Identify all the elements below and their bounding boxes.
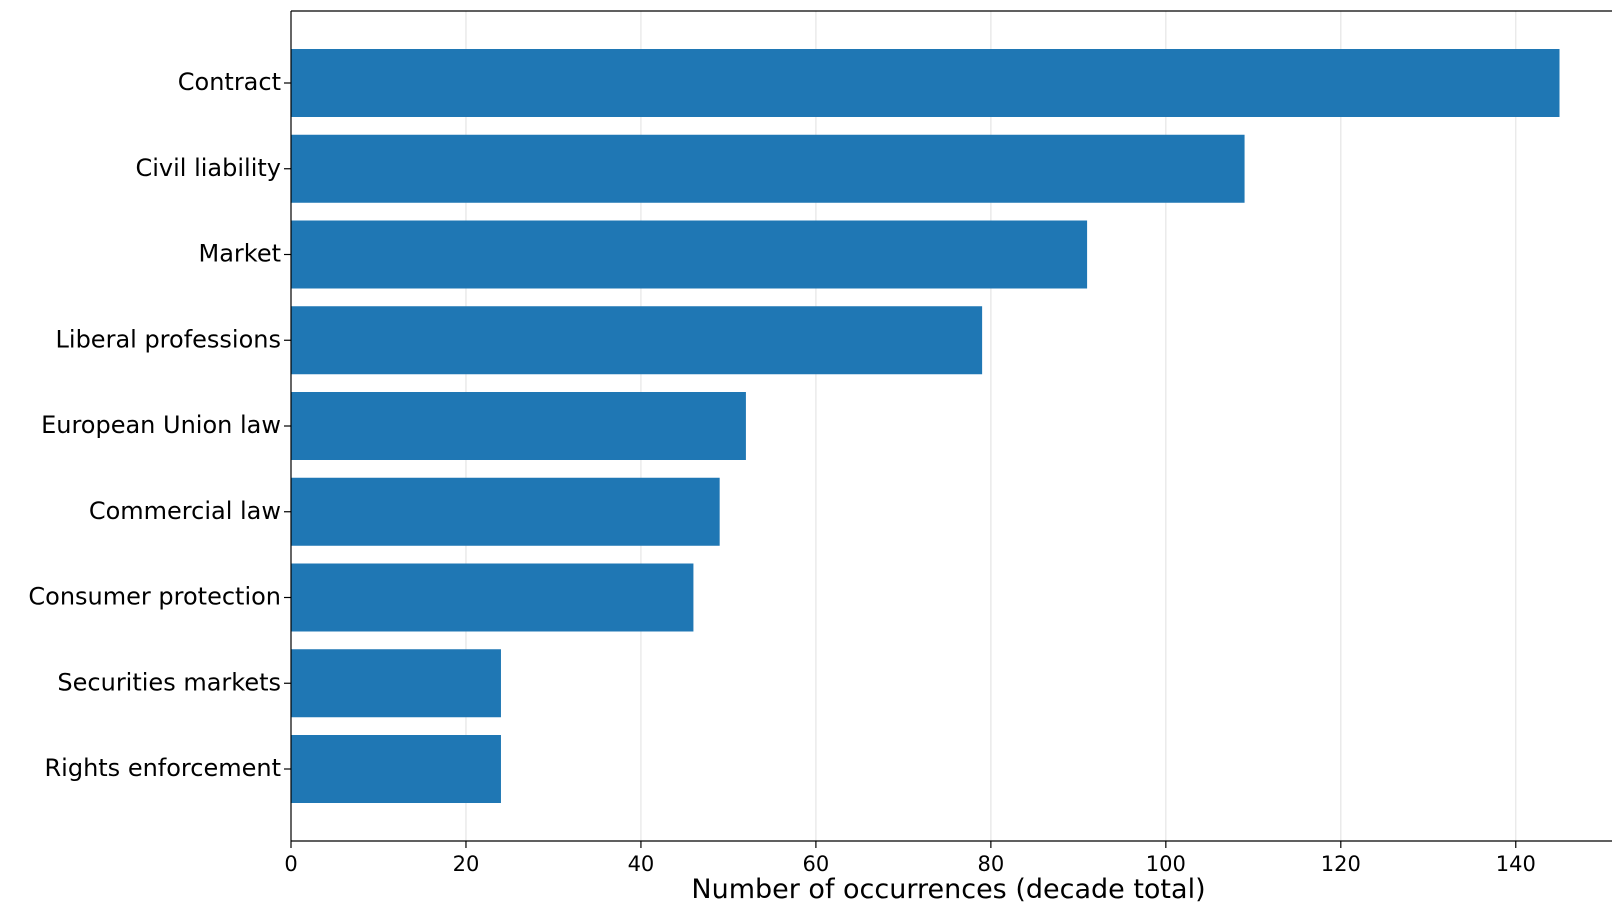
category-label: Rights enforcement (44, 754, 281, 782)
bar (291, 735, 501, 803)
bar (291, 306, 983, 375)
x-tick-label: 140 (1496, 852, 1536, 876)
bar (291, 49, 1560, 117)
category-label: Market (199, 240, 282, 268)
bar (291, 649, 501, 718)
x-axis-title: Number of occurrences (decade total) (691, 874, 1205, 905)
category-label: Liberal professions (56, 325, 281, 353)
category-label: Contract (178, 68, 281, 96)
x-tick-label: 60 (803, 852, 830, 876)
bar (291, 220, 1088, 289)
bar (291, 563, 694, 632)
category-label: Securities markets (57, 668, 281, 696)
bar (291, 477, 720, 546)
category-label: Civil liability (136, 154, 282, 182)
x-tick-label: 40 (628, 852, 655, 876)
x-tick-label: 100 (1146, 852, 1186, 876)
bar (291, 134, 1245, 203)
x-tick-label: 20 (453, 852, 480, 876)
category-label: Consumer protection (28, 583, 281, 611)
bar (291, 392, 746, 460)
x-tick-labels: 0 20 40 60 80 100 120 140 (284, 841, 1536, 876)
category-label: Commercial law (89, 497, 281, 525)
bars (291, 49, 1560, 803)
y-tick-labels: Contract Civil liability Market Liberal pro… (28, 68, 291, 782)
x-tick-label: 80 (978, 852, 1005, 876)
x-tick-label: 120 (1321, 852, 1361, 876)
category-label: European Union law (41, 411, 281, 439)
x-tick-label: 0 (284, 852, 297, 876)
